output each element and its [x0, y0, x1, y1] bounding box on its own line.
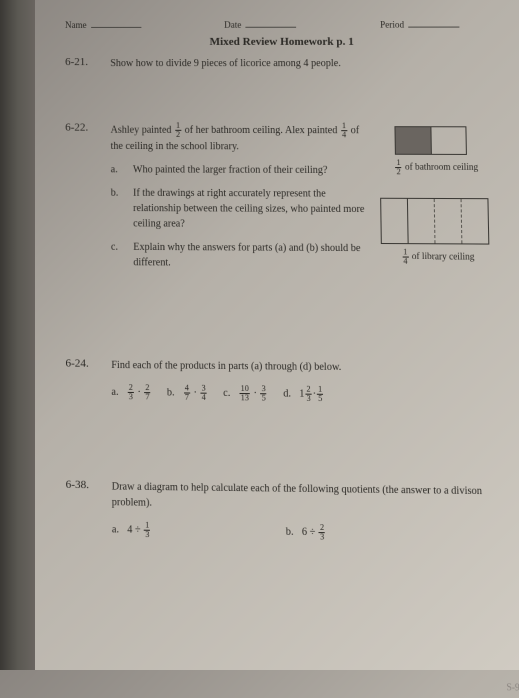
sub-b-text: If the drawings at right accurately repr…: [133, 186, 366, 233]
problem-text: Show how to divide 9 pieces of licorice …: [110, 56, 501, 71]
product-a: a. 23 · 27: [111, 383, 151, 401]
problem-6-24: 6-24. Find each of the products in parts…: [65, 357, 508, 405]
period-field: [408, 27, 459, 28]
quarter-cell: [381, 199, 408, 243]
period-label: Period: [380, 20, 404, 30]
page-footer: S-99: [506, 682, 519, 693]
name-label: Name: [65, 20, 87, 30]
problem-number: 6-22.: [65, 122, 111, 271]
quarter-cell: [408, 199, 436, 243]
empty-half: [431, 127, 466, 154]
problem-6-38: 6-38. Draw a diagram to help calculate e…: [66, 479, 511, 545]
quarter-cell: [462, 199, 489, 243]
product-c: c. 1013 · 35: [223, 385, 268, 403]
date-label: Date: [224, 20, 241, 30]
sub-c-label: c.: [111, 240, 133, 271]
quarter-cell: [435, 199, 463, 243]
sub-c-text: Explain why the answers for parts (a) an…: [133, 240, 367, 272]
problem-number: 6-21.: [65, 56, 110, 71]
sub-a-label: a.: [111, 162, 133, 177]
library-diagram: 14 of library ceiling: [375, 198, 500, 267]
sub-a-text: Who painted the larger fraction of their…: [133, 162, 366, 178]
quotient-a: a. 4 ÷ 13: [112, 521, 152, 539]
problem-number: 6-24.: [65, 357, 111, 401]
diagram2-label: of library ceiling: [412, 251, 475, 262]
quotient-b: b. 6 ÷ 23: [286, 523, 327, 541]
problem-number: 6-38.: [66, 479, 112, 539]
product-b: b. 47 · 34: [167, 384, 208, 402]
name-field: [91, 27, 141, 28]
bathroom-diagram: 12 of bathroom ceiling: [374, 126, 498, 176]
date-field: [245, 27, 296, 28]
problem-intro: Ashley painted 12 of her bathroom ceilin…: [111, 122, 366, 155]
problem-6-21: 6-21. Show how to divide 9 pieces of lic…: [65, 56, 501, 71]
page-title: Mixed Review Homework p. 1: [65, 36, 501, 48]
filled-half: [395, 127, 431, 154]
product-d: d. 123 · 15: [283, 385, 324, 403]
problem-text: Draw a diagram to help calculate each of…: [112, 479, 511, 516]
diagram1-label: of bathroom ceiling: [405, 162, 478, 172]
sub-b-label: b.: [111, 186, 133, 232]
problem-text: Find each of the products in parts (a) t…: [111, 358, 507, 377]
